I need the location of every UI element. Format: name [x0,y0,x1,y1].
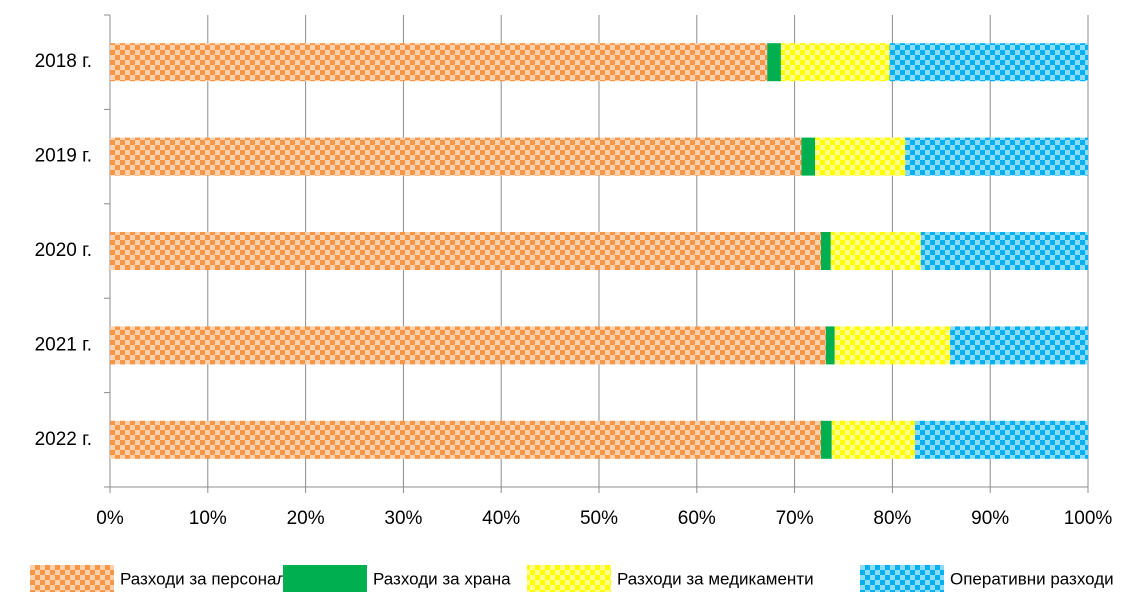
x-tick-label: 40% [482,508,520,529]
bar-segment [821,420,832,459]
y-tick-label: 2022 г. [35,429,92,450]
bar-segment [110,137,802,176]
x-tick-label: 0% [96,508,124,529]
legend-label: Разходи за храна [373,569,511,588]
legend-label: Разходи за персонал [120,569,286,588]
bar-segment [950,326,1088,365]
x-tick-label: 20% [287,508,325,529]
x-tick-label: 30% [384,508,422,529]
bar-segment [801,137,816,176]
legend-swatch [30,565,114,592]
bar-segment [110,420,822,459]
bar-segment [780,43,890,82]
y-tick-label: 2020 г. [35,240,92,261]
bar-segment [830,232,921,270]
bar-segment [914,420,1088,459]
x-tick-label: 60% [678,508,716,529]
bar-segment [110,232,822,270]
bar-segment [767,43,781,82]
x-tick-label: 70% [776,508,814,529]
bar-segment [110,43,768,82]
bar-segment [815,137,906,176]
legend-swatch [860,565,944,592]
y-tick-label: 2021 г. [35,334,92,355]
bar-segment [920,232,1088,270]
x-tick-label: 80% [873,508,911,529]
bar-segment [821,232,831,270]
bar-segment [889,43,1088,82]
legend-label: Разходи за медикаменти [617,569,814,588]
y-tick-label: 2019 г. [35,146,92,167]
bar-segment [110,326,826,365]
legend-label: Оперативни разходи [950,569,1114,588]
x-tick-label: 90% [971,508,1009,529]
x-tick-label: 100% [1064,508,1113,529]
x-tick-label: 10% [189,508,227,529]
x-tick-label: 50% [580,508,618,529]
bar-segment [834,326,951,365]
y-tick-label: 2018 г. [35,51,92,72]
bar-segment [825,326,835,365]
bar-segment [831,420,915,459]
legend-swatch [283,565,367,592]
bar-segment [905,137,1088,176]
legend-swatch [527,565,611,592]
